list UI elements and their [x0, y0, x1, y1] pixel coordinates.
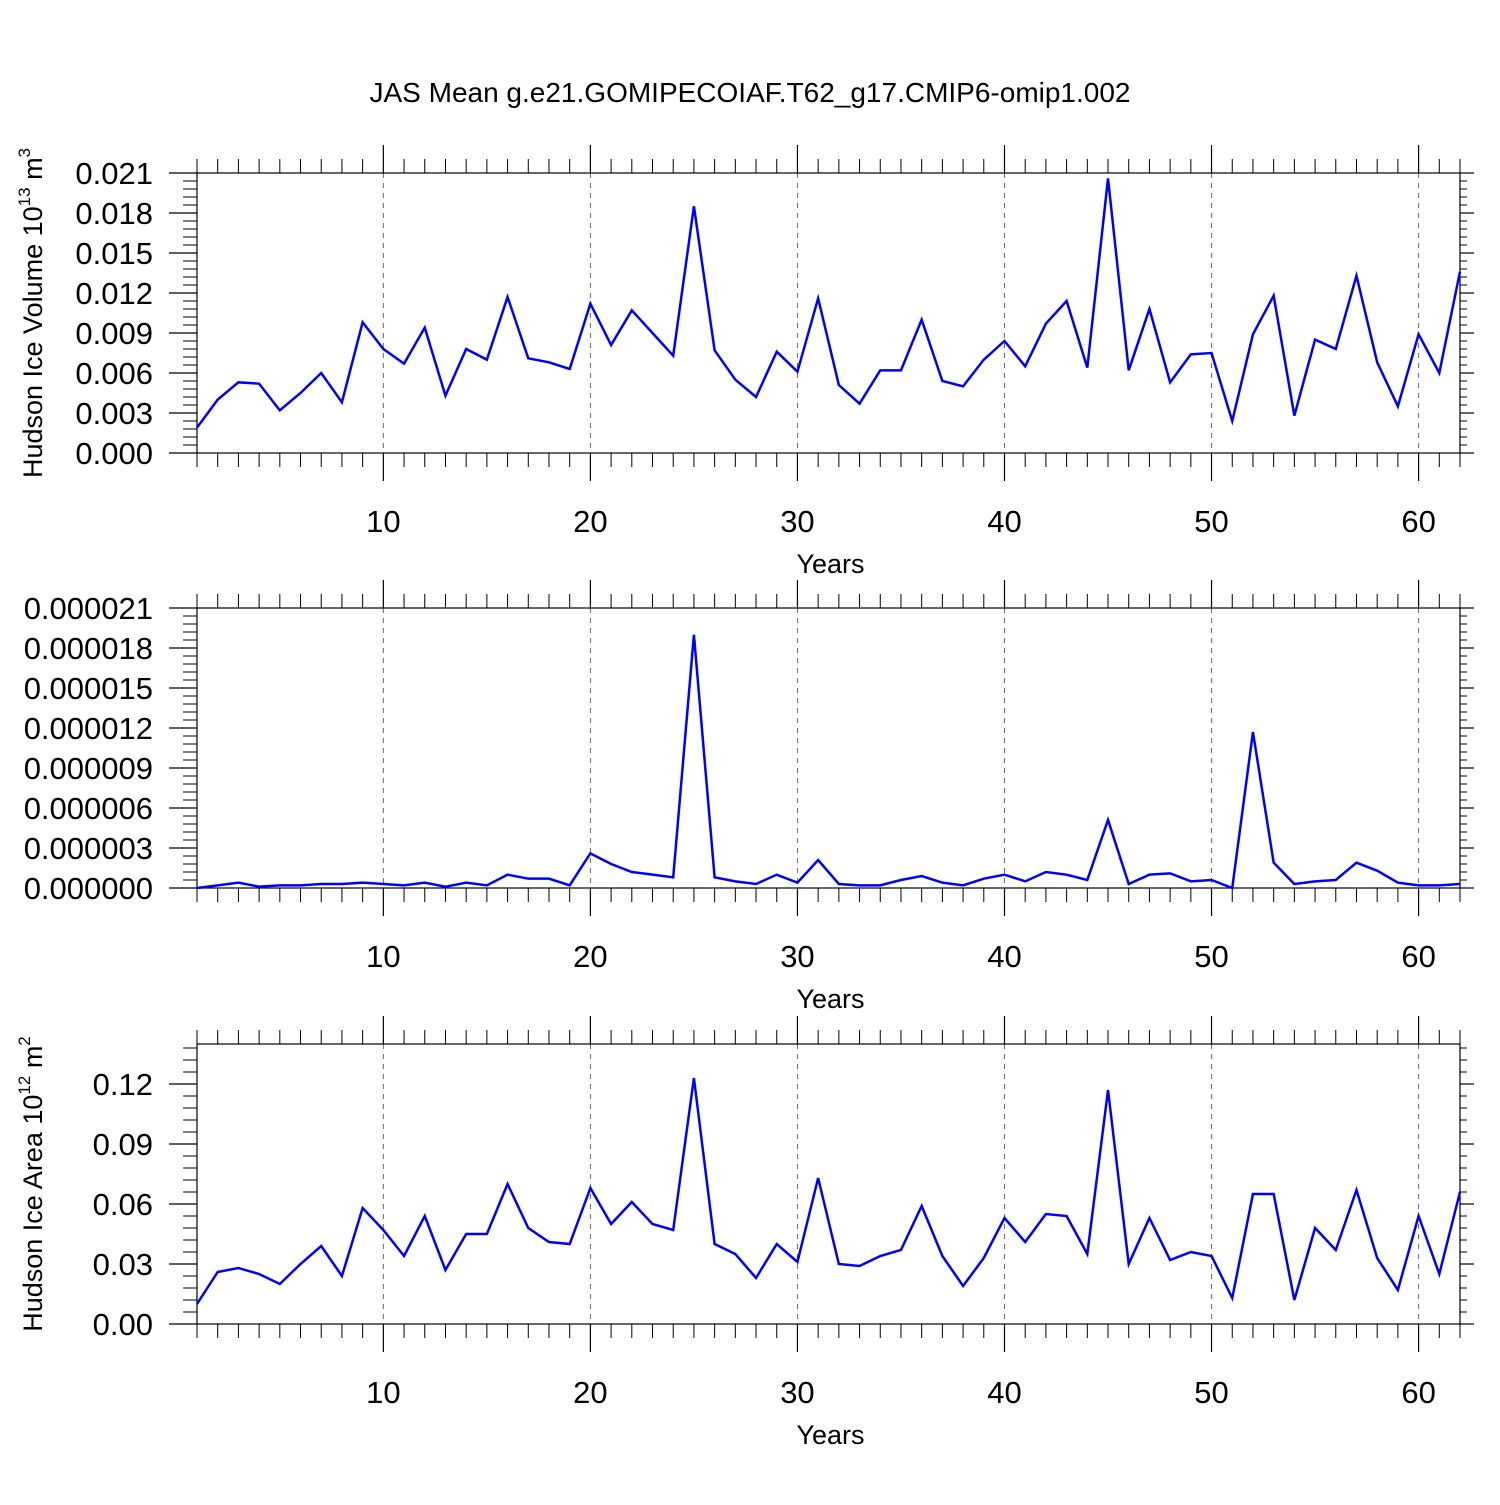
y-tick-label: 0.000000 — [24, 871, 153, 906]
x-tick-label: 50 — [1194, 504, 1228, 539]
x-tick-label: 40 — [987, 939, 1021, 974]
x-tick-label: 60 — [1401, 1375, 1435, 1410]
y-tick-label: 0.018 — [75, 196, 153, 231]
y-tick-label: 0.000 — [75, 436, 153, 471]
x-axis-label: Years — [796, 549, 864, 579]
x-axis-label: Years — [796, 984, 864, 1014]
x-axis-label: Years — [796, 1420, 864, 1450]
y-tick-label: 0.000015 — [24, 671, 153, 706]
x-tick-label: 10 — [366, 1375, 400, 1410]
x-tick-label: 20 — [573, 504, 607, 539]
y-tick-label: 0.000003 — [24, 831, 153, 866]
x-tick-label: 20 — [573, 939, 607, 974]
y-tick-label: 0.000021 — [24, 591, 153, 626]
series-line — [196, 634, 1461, 890]
y-tick-label: 0.021 — [75, 156, 153, 191]
plot-frame — [196, 607, 1461, 889]
y-tick-label: 0.06 — [93, 1187, 153, 1222]
y-axis-label: Hudson Ice Volume 1013 m3 — [15, 148, 48, 478]
panel-1: 10 20 30 40 50 60 0.000 0.003 0.006 0.009 0.012 0.0… — [15, 145, 1474, 579]
x-tick-label: 10 — [366, 504, 400, 539]
x-tick-label: 30 — [780, 939, 814, 974]
x-tick-label: 60 — [1401, 504, 1435, 539]
y-tick-label: 0.000006 — [24, 791, 153, 826]
x-tick-label: 50 — [1194, 939, 1228, 974]
series-line — [195, 1077, 1462, 1305]
plot-frame — [196, 172, 1461, 454]
y-tick-label: 0.012 — [75, 276, 153, 311]
x-tick-label: 60 — [1401, 939, 1435, 974]
y-tick-label: 0.009 — [75, 316, 153, 351]
panel-2: 10 20 30 40 50 60 0.000000 0.000003 0.000006 0.00… — [24, 580, 1474, 1014]
x-tick-label: 40 — [987, 1375, 1021, 1410]
series-line — [195, 178, 1462, 429]
x-tick-label: 30 — [780, 504, 814, 539]
y-axis-label: Hudson Ice Area 1012 m2 — [15, 1036, 48, 1332]
y-tick-label: 0.000012 — [24, 711, 153, 746]
y-tick-label: 0.003 — [75, 396, 153, 431]
x-tick-label: 40 — [987, 504, 1021, 539]
panel-3: 10 20 30 40 50 60 0.00 0.03 0.06 0.09 0.12 Years Hud… — [15, 1016, 1474, 1450]
x-tick-label: 20 — [573, 1375, 607, 1410]
y-tick-label: 0.00 — [93, 1307, 153, 1342]
y-tick-label: 0.000018 — [24, 631, 153, 666]
y-tick-label: 0.006 — [75, 356, 153, 391]
y-tick-label: 0.000009 — [24, 751, 153, 786]
plot-frame — [196, 1043, 1461, 1325]
y-tick-label: 0.12 — [93, 1067, 153, 1102]
y-tick-label: 0.09 — [93, 1127, 153, 1162]
chart-title: JAS Mean g.e21.GOMIPECOIAF.T62_g17.CMIP6… — [369, 77, 1130, 108]
x-tick-label: 10 — [366, 939, 400, 974]
y-tick-label: 0.03 — [93, 1247, 153, 1282]
x-tick-label: 30 — [780, 1375, 814, 1410]
y-tick-label: 0.015 — [75, 236, 153, 271]
x-tick-label: 50 — [1194, 1375, 1228, 1410]
